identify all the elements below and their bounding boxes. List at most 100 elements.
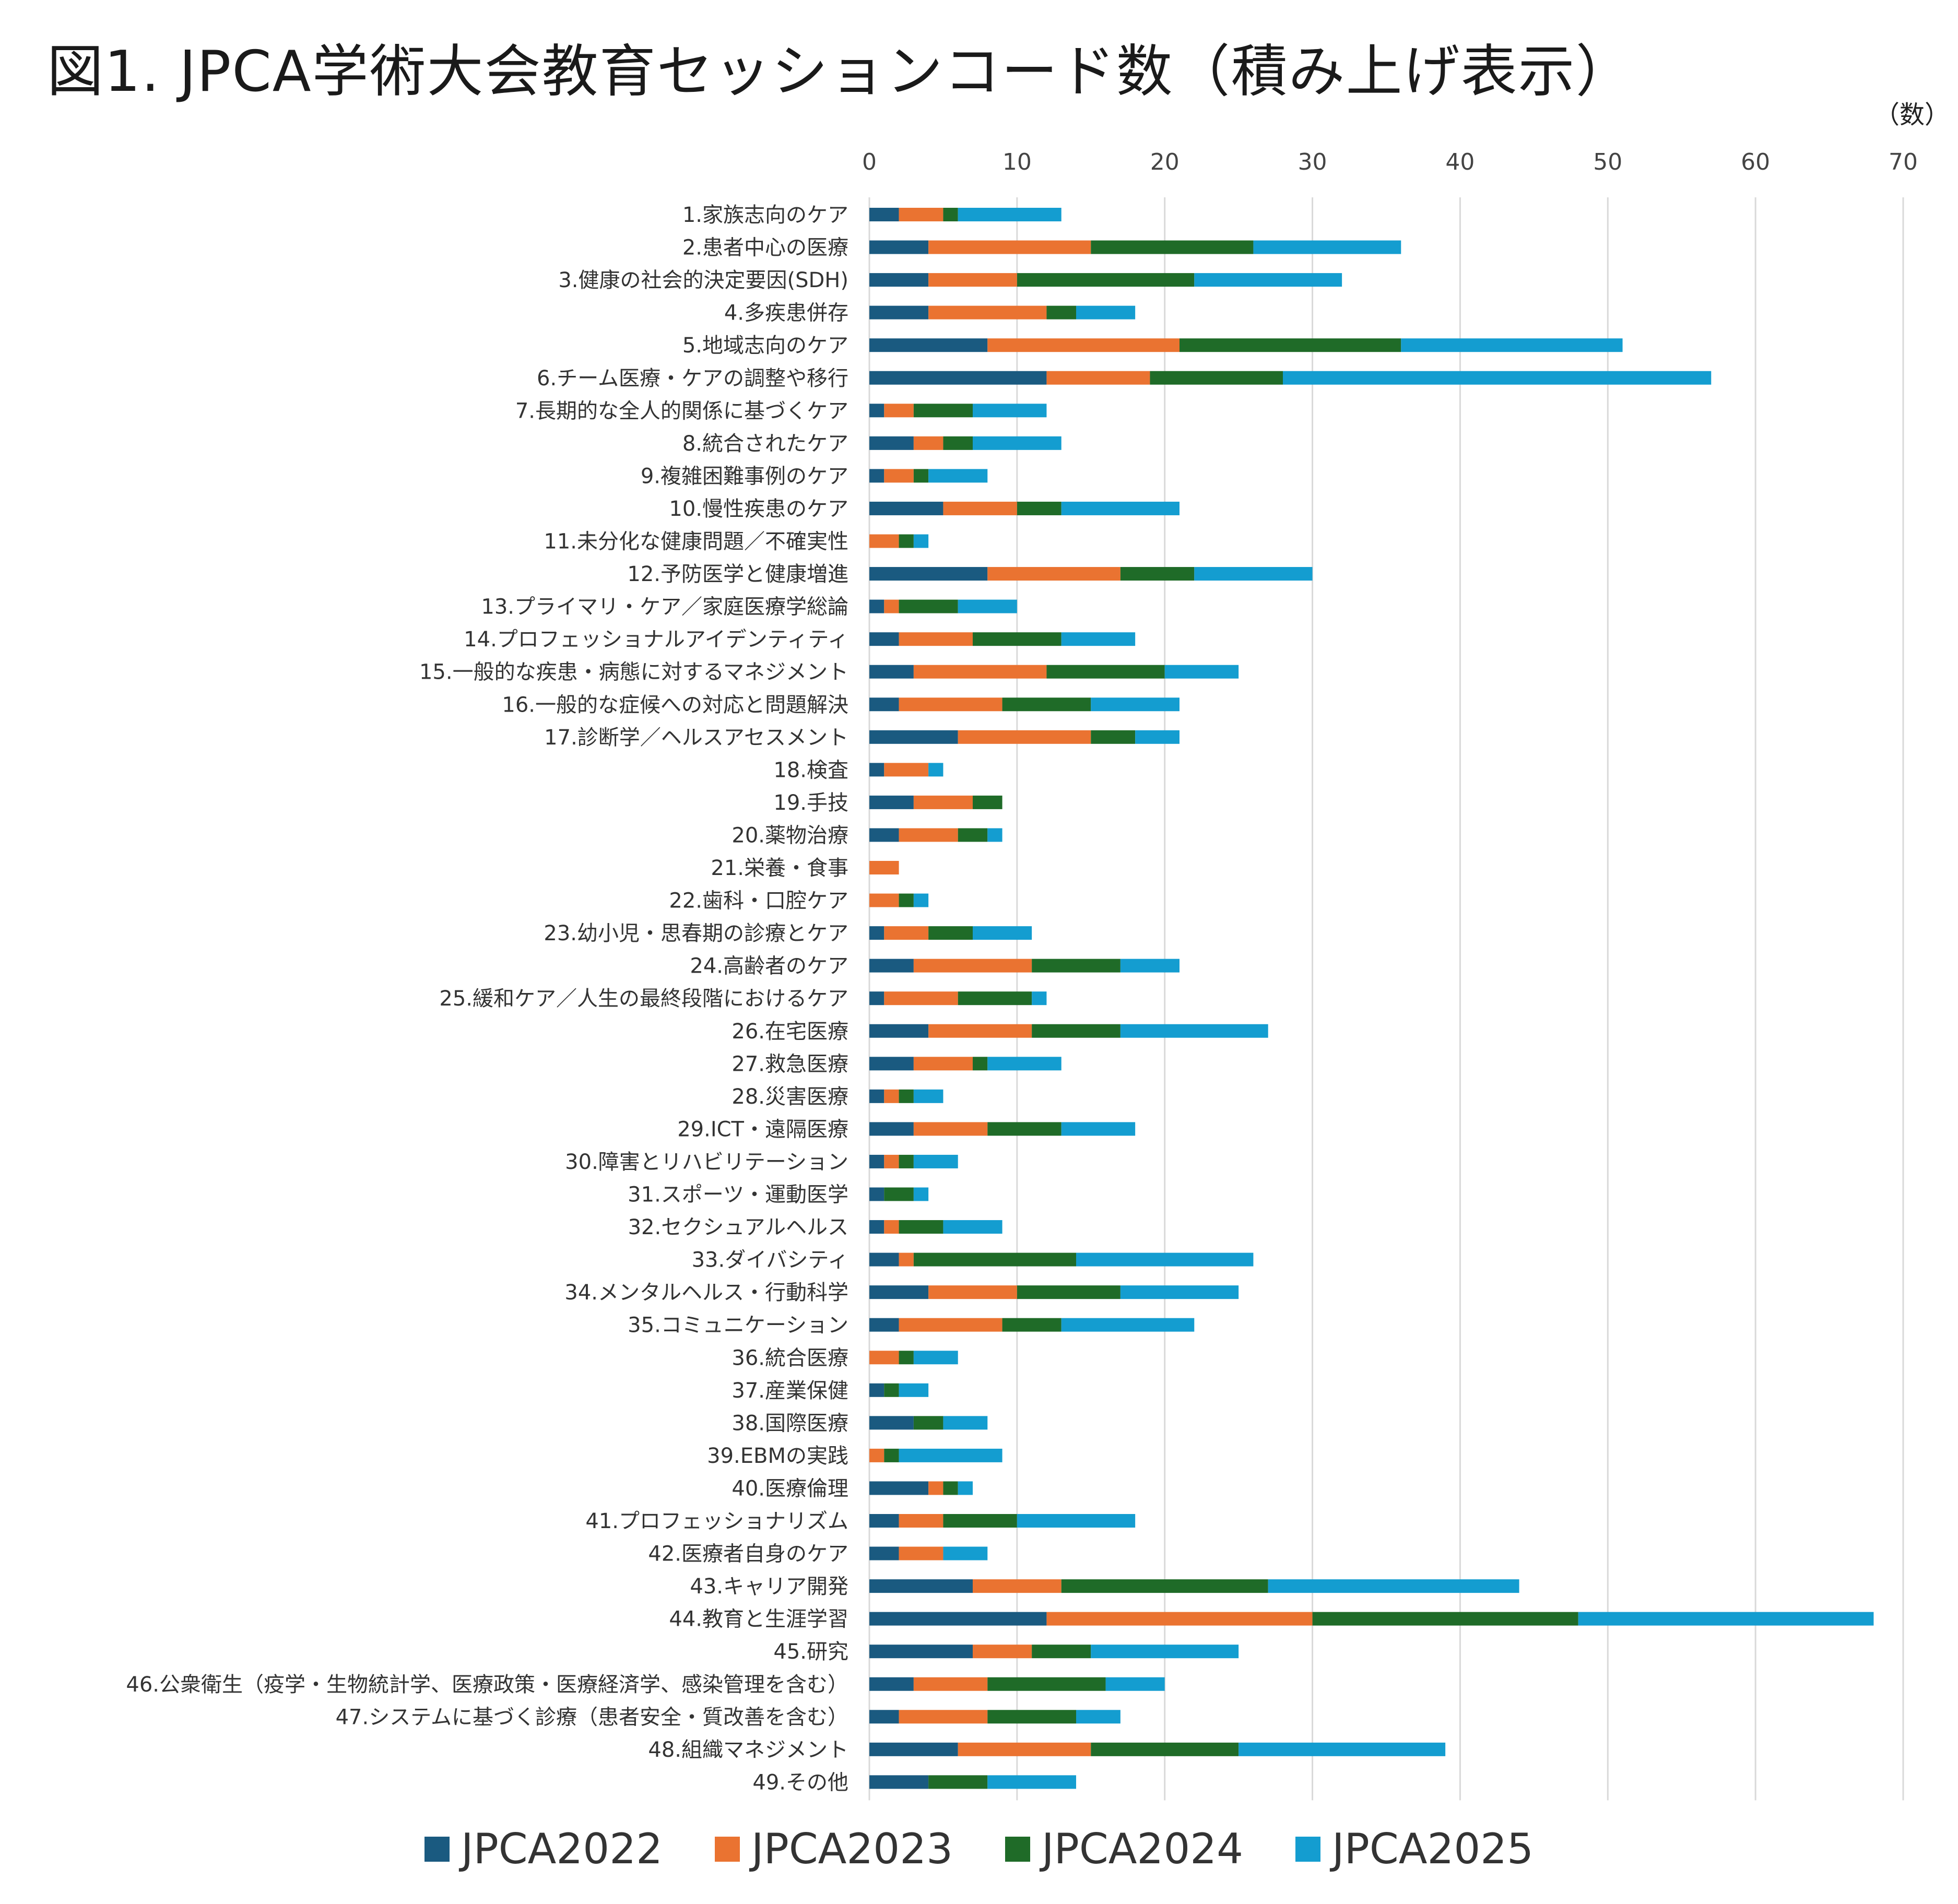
bar-segment-jpca2022 [869,1318,899,1332]
legend: JPCA2022 JPCA2023 JPCA2024 JPCA2025 [0,1825,1958,1873]
bar-segment-jpca2022 [869,828,899,842]
bar-segment-jpca2023 [869,861,899,874]
bar-segment-jpca2024 [1002,697,1091,712]
bar-segment-jpca2023 [928,1285,1017,1299]
category-label: 33.ダイバシティ [692,1248,848,1272]
bar-segment-jpca2025 [1091,1645,1239,1659]
bar-segment-jpca2024 [884,1187,914,1201]
bar-segment-jpca2023 [884,599,899,613]
bar-segment-jpca2022 [869,599,884,613]
bar-segment-jpca2025 [1194,567,1313,581]
bar-segment-jpca2024 [1017,273,1195,287]
bar-segment-jpca2024 [1002,1318,1061,1332]
bar-segment-jpca2022 [869,436,914,450]
bar-segment-jpca2022 [869,665,914,679]
bar-segment-jpca2025 [1120,1285,1239,1299]
category-label: 36.統合医療 [732,1346,848,1370]
bar-segment-jpca2025 [943,1546,988,1560]
bar-segment-jpca2023 [913,1122,988,1136]
category-label: 30.障害とリハビリテーション [565,1150,848,1174]
bar-segment-jpca2023 [899,1252,914,1267]
bar-segment-jpca2024 [1061,1579,1268,1593]
bar-segment-jpca2024 [913,1416,943,1430]
bar-segment-jpca2022 [869,1057,914,1071]
bar-segment-jpca2024 [973,795,1002,809]
category-label: 29.ICT・遠隔医療 [677,1117,848,1141]
bar-segment-jpca2025 [928,469,988,483]
bar-segment-jpca2025 [1253,240,1401,254]
category-label: 19.手技 [773,791,848,815]
bar-segment-jpca2023 [913,1057,973,1071]
category-label: 44.教育と生涯学習 [669,1607,848,1631]
bar-segment-jpca2023 [869,1351,899,1365]
bar-segment-jpca2023 [928,1024,1032,1038]
category-label: 38.国際医療 [732,1411,848,1435]
bar-segment-jpca2022 [869,1089,884,1103]
bar-segment-jpca2025 [899,1448,1002,1462]
bars [869,208,1874,1789]
bar-segment-jpca2023 [899,1318,1002,1332]
bar-segment-jpca2025 [1017,1514,1136,1528]
bar-segment-jpca2024 [884,1383,899,1397]
bar-segment-jpca2023 [913,1677,988,1691]
bar-segment-jpca2023 [869,1448,884,1462]
category-label: 23.幼小児・思春期の診療とケア [544,921,848,945]
category-label: 5.地域志向のケア [682,334,848,358]
category-label: 27.救急医療 [732,1052,848,1076]
bar-segment-jpca2023 [899,1546,943,1560]
bar-segment-jpca2024 [987,1710,1076,1724]
gridlines [868,197,1904,1801]
bar-segment-jpca2025 [1401,338,1623,352]
bar-segment-jpca2024 [899,599,958,613]
bar-segment-jpca2022 [869,501,943,515]
x-tick-label: 0 [862,149,877,175]
bar-segment-jpca2024 [1179,338,1401,352]
bar-segment-jpca2024 [899,893,914,907]
category-label: 22.歯科・口腔ケア [669,889,848,913]
bar-segment-jpca2023 [884,763,929,777]
bar-segment-jpca2022 [869,469,884,483]
bar-segment-jpca2023 [913,436,943,450]
bar-segment-jpca2022 [869,1579,973,1593]
bar-segment-jpca2023 [928,273,1017,287]
bar-segment-jpca2023 [973,1645,1032,1659]
bar-segment-jpca2023 [884,469,914,483]
bar-segment-jpca2022 [869,1285,929,1299]
category-label: 13.プライマリ・ケア／家庭医療学総論 [481,595,848,619]
bar-segment-jpca2025 [1164,665,1239,679]
category-label: 31.スポーツ・運動医学 [628,1183,848,1207]
x-tick-label: 50 [1593,149,1622,175]
bar-segment-jpca2025 [958,208,1061,221]
category-label: 49.その他 [752,1770,848,1794]
legend-swatch [424,1836,450,1862]
bar-segment-jpca2023 [899,828,958,842]
bar-segment-jpca2025 [913,893,929,907]
bar-segment-jpca2022 [869,1612,1047,1626]
category-label: 39.EBMの実践 [707,1444,848,1468]
category-label: 41.プロフェッショナリズム [585,1509,848,1533]
bar-segment-jpca2025 [958,1481,973,1495]
bar-segment-jpca2024 [1017,501,1061,515]
bar-segment-jpca2022 [869,1514,899,1528]
bar-segment-jpca2023 [884,1089,899,1103]
bar-segment-jpca2024 [987,1677,1106,1691]
bar-segment-jpca2022 [869,632,899,646]
category-label: 45.研究 [773,1640,848,1664]
bar-segment-jpca2024 [1046,665,1165,679]
bar-segment-jpca2022 [869,926,884,940]
category-label: 7.長期的な全人的関係に基づくケア [515,399,848,423]
bar-segment-jpca2024 [899,1220,943,1234]
bar-segment-jpca2023 [869,893,899,907]
bar-segment-jpca2022 [869,795,914,809]
bar-segment-jpca2024 [1046,305,1076,320]
bar-segment-jpca2024 [943,1514,1017,1528]
bar-segment-jpca2025 [1268,1579,1519,1593]
bar-segment-jpca2025 [1061,1318,1195,1332]
bar-segment-jpca2022 [869,208,899,221]
bar-segment-jpca2025 [913,534,929,548]
bar-segment-jpca2025 [943,1220,1002,1234]
bar-segment-jpca2024 [899,1154,914,1168]
bar-segment-jpca2022 [869,305,929,320]
category-label: 21.栄養・食事 [711,856,848,880]
bar-segment-jpca2022 [869,959,914,973]
